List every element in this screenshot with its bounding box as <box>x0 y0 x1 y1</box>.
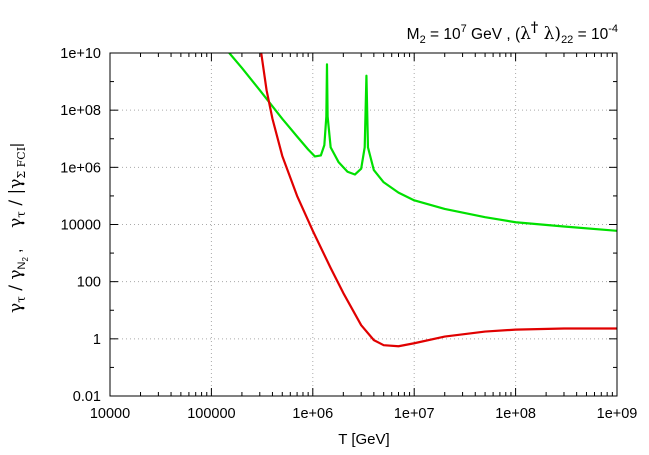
y-tick-label: 10000 <box>61 218 101 234</box>
series-line-1 <box>228 53 617 232</box>
series-layer <box>228 53 617 348</box>
y-tick-label: 100 <box>77 275 101 291</box>
chart-title: M2 = 107 GeV , (λ† λ)22 = 10-4 <box>407 20 618 46</box>
x-tick-label: 1e+06 <box>292 406 333 422</box>
x-axis-label: T [GeV] <box>338 431 389 448</box>
y-tick-label: 1 <box>93 332 101 348</box>
series-line-2 <box>260 53 617 348</box>
x-tick-label: 100000 <box>187 406 235 422</box>
x-tick-label: 1e+08 <box>495 406 536 422</box>
grid <box>110 53 617 396</box>
y-tick-label: 1e+10 <box>60 46 101 62</box>
x-tick-label: 1e+09 <box>597 406 638 422</box>
ticks: 10000 100000 1e+06 1e+07 1e+08 1e+09 0.01 1 100 1… <box>60 46 637 422</box>
x-tick-label: 10000 <box>90 406 130 422</box>
y-axis-label: γτ / γN2 , γτ / |γΣ FCI| <box>6 143 30 313</box>
y-tick-label: 1e+06 <box>60 160 101 176</box>
y-tick-label: 0.01 <box>73 389 101 405</box>
y-tick-label: 1e+08 <box>60 103 101 119</box>
x-tick-label: 1e+07 <box>394 406 435 422</box>
